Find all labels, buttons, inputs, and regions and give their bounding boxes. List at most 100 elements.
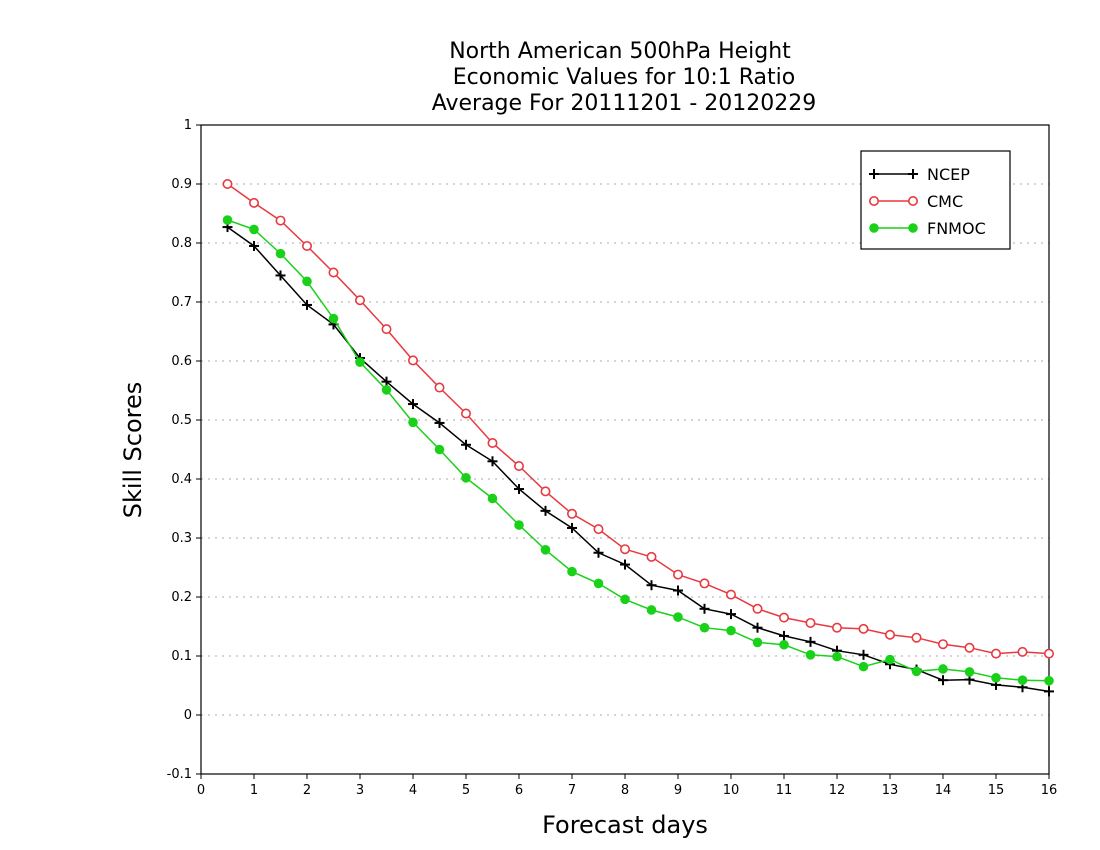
data-point-cmc — [487, 438, 498, 449]
series-layer — [222, 179, 1055, 697]
data-point-ncep — [699, 603, 710, 614]
x-tick-label: 4 — [409, 783, 417, 798]
x-tick-label: 8 — [621, 783, 629, 798]
legend-item-fnmoc: FNMOC — [869, 219, 986, 238]
data-point-ncep — [779, 630, 789, 641]
y-tick-label: 0.3 — [171, 531, 192, 546]
x-tick-label: 9 — [674, 783, 682, 798]
data-point-cmc — [911, 632, 922, 643]
data-point-cmc — [778, 612, 789, 623]
data-point-ncep — [593, 547, 604, 558]
data-point-ncep — [487, 456, 498, 467]
y-tick-label: 0.7 — [171, 295, 192, 310]
x-tick-label: 2 — [303, 783, 311, 798]
data-point-fnmoc — [408, 417, 418, 428]
x-tick-label: 11 — [776, 783, 793, 798]
data-point-fnmoc — [461, 473, 471, 483]
data-point-fnmoc — [381, 385, 392, 395]
y-tick-label: 0.6 — [171, 354, 192, 369]
x-tick-label: 12 — [829, 783, 846, 798]
data-point-cmc — [275, 215, 286, 226]
data-point-fnmoc — [302, 276, 312, 287]
data-point-ncep — [805, 636, 816, 647]
data-point-cmc — [540, 486, 551, 497]
data-point-fnmoc — [673, 612, 683, 622]
data-point-cmc — [884, 629, 895, 640]
data-point-ncep — [646, 580, 657, 591]
data-point-fnmoc — [964, 667, 975, 677]
x-tick-label: 15 — [988, 783, 1005, 798]
data-point-ncep — [673, 585, 683, 596]
y-tick-label: 0 — [184, 708, 192, 723]
data-point-fnmoc — [567, 566, 577, 577]
y-axis-label: Skill Scores — [119, 382, 147, 519]
data-point-fnmoc — [779, 639, 789, 650]
data-point-fnmoc — [885, 654, 895, 665]
data-point-ncep — [408, 399, 418, 410]
data-point-cmc — [381, 324, 392, 335]
data-point-fnmoc — [328, 313, 339, 324]
data-point-fnmoc — [620, 594, 630, 605]
data-point-cmc — [831, 622, 842, 633]
data-point-cmc — [619, 544, 630, 555]
y-tick-label: 0.4 — [171, 472, 192, 487]
y-tick-label: 1 — [184, 118, 192, 133]
data-point-cmc — [1044, 648, 1055, 659]
data-point-ncep — [434, 417, 445, 428]
y-tick-label: 0.1 — [171, 649, 192, 664]
data-point-ncep — [540, 505, 551, 516]
legend-marker-ncep — [869, 169, 879, 179]
data-point-cmc — [858, 623, 869, 634]
data-point-cmc — [964, 642, 975, 653]
data-point-ncep — [514, 484, 524, 495]
data-point-fnmoc — [593, 578, 604, 589]
y-tick-label: 0.8 — [171, 236, 192, 251]
data-point-ncep — [461, 439, 471, 450]
chart-title-line-1: North American 500hPa Height — [449, 39, 791, 64]
legend-marker-fnmoc — [869, 223, 879, 233]
data-point-cmc — [460, 408, 471, 419]
data-point-ncep — [858, 649, 869, 660]
legend-label-fnmoc: FNMOC — [927, 219, 986, 238]
data-point-cmc — [434, 382, 445, 393]
data-point-cmc — [328, 267, 339, 278]
data-point-cmc — [301, 240, 312, 251]
data-point-cmc — [249, 197, 260, 208]
x-tick-label: 6 — [515, 783, 523, 798]
data-point-fnmoc — [938, 664, 948, 674]
data-point-cmc — [646, 551, 657, 562]
data-point-fnmoc — [991, 673, 1001, 683]
y-tick-label: 0.5 — [171, 413, 192, 428]
legend-label-cmc: CMC — [927, 192, 963, 211]
legend-box — [860, 150, 1011, 250]
data-point-cmc — [407, 355, 418, 366]
data-point-fnmoc — [487, 493, 498, 504]
series-fnmoc — [222, 215, 1054, 686]
data-point-ncep — [1044, 686, 1054, 697]
data-point-fnmoc — [540, 545, 551, 555]
y-tick-label: -0.1 — [167, 767, 192, 782]
data-point-ncep — [302, 299, 312, 310]
data-point-cmc — [725, 589, 736, 600]
data-point-cmc — [699, 578, 710, 589]
data-point-ncep — [381, 376, 392, 387]
x-tick-label: 10 — [723, 783, 740, 798]
x-tick-label: 5 — [462, 783, 470, 798]
x-tick-label: 7 — [568, 783, 576, 798]
data-point-cmc — [672, 569, 683, 580]
data-point-fnmoc — [646, 605, 657, 615]
data-point-fnmoc — [911, 666, 922, 677]
data-point-ncep — [938, 675, 948, 686]
data-point-fnmoc — [752, 637, 763, 648]
data-point-fnmoc — [275, 248, 286, 259]
data-point-ncep — [275, 270, 286, 281]
data-point-ncep — [620, 559, 630, 570]
data-point-cmc — [354, 295, 365, 306]
data-point-cmc — [222, 179, 233, 190]
data-point-cmc — [1017, 646, 1028, 657]
data-point-fnmoc — [832, 651, 842, 662]
data-point-cmc — [990, 648, 1001, 659]
data-point-ncep — [567, 522, 577, 533]
series-line-fnmoc — [227, 219, 1050, 682]
